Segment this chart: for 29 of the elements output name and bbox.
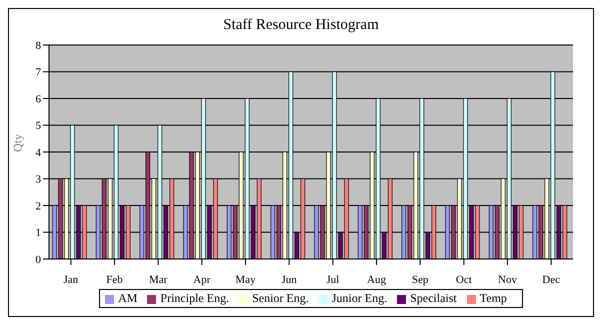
y-tick-label: 4 bbox=[36, 146, 42, 159]
x-tick-label: Jan bbox=[63, 274, 79, 286]
x-tick-label: Aug bbox=[367, 274, 386, 286]
x-tick-label: Jun bbox=[282, 274, 298, 286]
x-tick-label: Apr bbox=[193, 274, 211, 286]
y-tick-label: 0 bbox=[36, 254, 42, 266]
x-tick-label: Mar bbox=[149, 274, 168, 286]
y-tick-label: 5 bbox=[36, 120, 42, 132]
y-tick-label: 7 bbox=[36, 66, 42, 79]
y-tick-label: 2 bbox=[36, 200, 41, 212]
x-tick-label: Sep bbox=[412, 274, 429, 286]
legend-label: Principle Eng. bbox=[160, 291, 230, 305]
y-tick-label: 1 bbox=[36, 227, 41, 240]
x-tick-label: Oct bbox=[456, 274, 472, 286]
x-tick-label: Dec bbox=[542, 274, 560, 286]
legend-label: Junior Eng. bbox=[332, 291, 388, 305]
legend-label: AM bbox=[118, 291, 138, 305]
y-tick-label: 6 bbox=[36, 93, 42, 106]
x-tick-label: May bbox=[235, 274, 256, 286]
x-tick-label: Jul bbox=[326, 274, 340, 286]
legend-label: Senior Eng. bbox=[252, 291, 309, 305]
y-axis-title: Qty bbox=[10, 134, 24, 152]
x-tick-label: Nov bbox=[498, 274, 518, 286]
y-tick-label: 8 bbox=[36, 40, 42, 52]
legend-label: Temp bbox=[480, 291, 507, 305]
y-tick-label: 3 bbox=[36, 174, 42, 186]
chart-title: Staff Resource Histogram bbox=[222, 17, 380, 35]
legend-label: Specilaist bbox=[410, 291, 457, 305]
x-tick-label: Feb bbox=[106, 274, 124, 286]
